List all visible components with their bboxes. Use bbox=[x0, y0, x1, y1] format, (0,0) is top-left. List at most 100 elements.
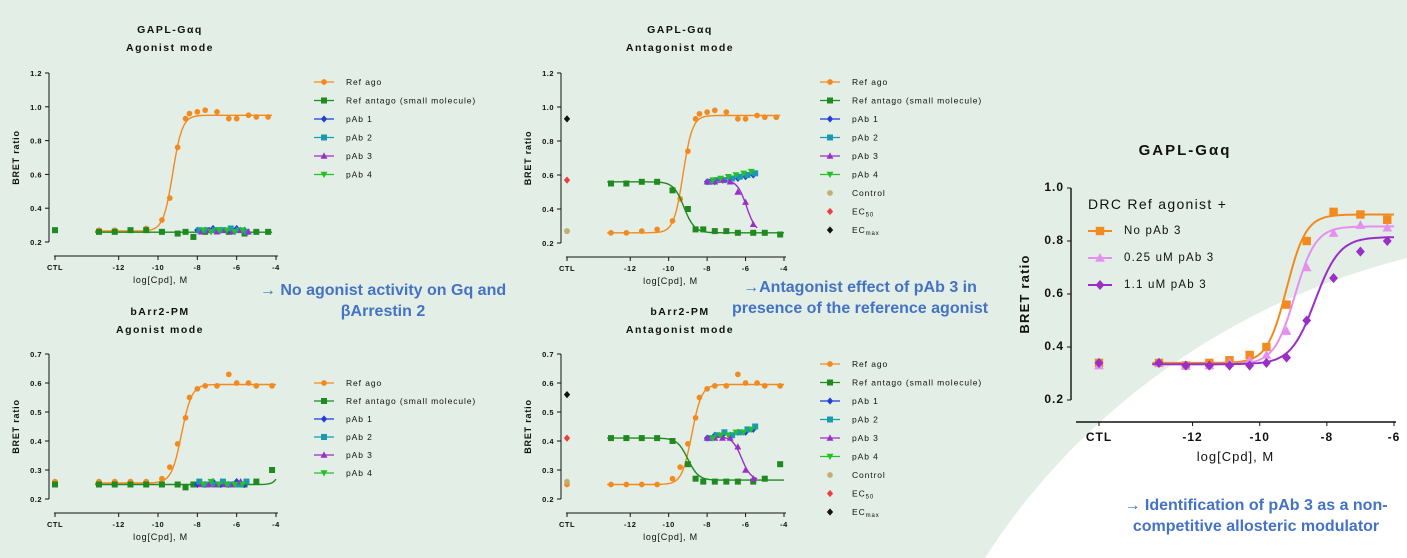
data-point bbox=[723, 228, 730, 235]
y-tick-label: 1.0 bbox=[542, 103, 554, 112]
data-point bbox=[623, 435, 630, 442]
data-point bbox=[623, 481, 630, 488]
y-tick-label: 0.8 bbox=[30, 137, 42, 146]
data-point bbox=[700, 478, 707, 485]
data-point bbox=[243, 478, 250, 485]
y-tick-label: 0.8 bbox=[1044, 233, 1064, 247]
y-tick-label: 0.2 bbox=[542, 239, 554, 248]
y-tick-label: 1.0 bbox=[30, 103, 42, 112]
x-tick-label: -6 bbox=[742, 264, 750, 273]
series-ref-ago bbox=[52, 107, 273, 234]
data-point bbox=[700, 226, 707, 233]
legend-label-main: EC bbox=[852, 489, 866, 499]
x-tick-label: -6 bbox=[233, 263, 241, 272]
data-point bbox=[233, 380, 240, 386]
legend-label: Ref ago bbox=[346, 378, 382, 388]
legend-label-subscript: 50 bbox=[866, 213, 874, 219]
data-point bbox=[724, 432, 732, 439]
legend-label: Ref ago bbox=[852, 359, 888, 369]
data-point bbox=[214, 383, 220, 389]
data-point bbox=[227, 225, 234, 232]
data-point bbox=[239, 227, 247, 234]
series-ecmax bbox=[563, 115, 571, 123]
data-point bbox=[740, 170, 748, 177]
data-point bbox=[1301, 262, 1312, 272]
y-tick-label: 0.6 bbox=[1044, 286, 1064, 300]
series-pab-3 bbox=[703, 434, 758, 482]
data-point bbox=[159, 217, 165, 223]
y-tick-label: 0.2 bbox=[30, 495, 42, 504]
data-point bbox=[692, 414, 699, 421]
note-antagonist: →Antagonist effect of pAb 3 in presence … bbox=[710, 277, 1010, 319]
legend-label-subscript: 50 bbox=[866, 495, 874, 501]
data-point bbox=[761, 475, 768, 482]
series-ec50 bbox=[563, 434, 571, 442]
x-tick-label: CTL bbox=[559, 520, 575, 529]
legend-label: 0.25 uM pAb 3 bbox=[1124, 252, 1214, 264]
data-point bbox=[1154, 357, 1164, 368]
y-tick-label: 0.6 bbox=[30, 170, 42, 179]
data-point bbox=[696, 110, 703, 117]
data-point bbox=[692, 475, 699, 482]
legend-marker bbox=[826, 434, 834, 441]
data-point bbox=[215, 227, 223, 234]
data-point bbox=[734, 443, 742, 450]
x-axis-label: log[Cpd], M bbox=[133, 275, 188, 285]
note-line: competitive allosteric modulator bbox=[1132, 518, 1380, 535]
legend-marker bbox=[320, 415, 328, 423]
chart-plot-area: 0.2 0.4 0.6 0.8 1.0 1.2 CTL -12 -10 -8 -6 -4 log[Cpd… bbox=[11, 69, 475, 285]
data-point bbox=[563, 391, 571, 399]
data-point bbox=[638, 435, 645, 442]
x-tick-label: -12 bbox=[1182, 430, 1202, 444]
data-point bbox=[750, 229, 757, 236]
x-tick-label: -12 bbox=[112, 263, 124, 272]
data-point bbox=[754, 112, 760, 119]
legend-label-main: EC bbox=[852, 225, 866, 235]
legend-label: pAb 1 bbox=[346, 114, 373, 124]
x-tick-label: -8 bbox=[1321, 430, 1334, 444]
legend-marker bbox=[320, 171, 328, 179]
data-point bbox=[669, 438, 676, 444]
y-tick-label: 0.6 bbox=[542, 171, 554, 180]
legend: Ref ago Ref antago (small molecule) pAb 1 p… bbox=[314, 378, 475, 478]
x-tick-label: -10 bbox=[662, 520, 674, 529]
chart-title: bArr2-PM bbox=[130, 306, 190, 318]
data-point bbox=[231, 481, 239, 489]
data-point bbox=[692, 116, 699, 122]
legend-marker bbox=[827, 97, 833, 104]
legend-marker bbox=[826, 508, 834, 516]
note-no-agonist: → No agonist activity on Gq and βArresti… bbox=[238, 280, 528, 322]
data-point bbox=[723, 109, 730, 115]
data-point bbox=[52, 227, 58, 234]
data-point bbox=[732, 429, 740, 436]
data-point bbox=[233, 115, 240, 122]
data-point bbox=[212, 227, 219, 234]
legend: Ref ago Ref antago (small molecule) pAb 1 p… bbox=[820, 359, 981, 519]
data-point bbox=[564, 478, 570, 485]
data-point bbox=[196, 227, 203, 234]
y-axis-label: BRET ratio bbox=[11, 399, 21, 454]
data-point bbox=[777, 383, 784, 389]
chart-gq-allosteric-svg: 0.2 0.4 0.6 0.8 1.0 CTL -12 -10 -8 -6 log[Cpd], M B… bbox=[1017, 180, 1399, 464]
data-point bbox=[223, 481, 231, 489]
fit-curve bbox=[95, 383, 276, 484]
y-tick-label: 0.2 bbox=[542, 495, 554, 504]
data-point bbox=[669, 475, 676, 482]
data-point bbox=[253, 478, 260, 485]
chart-barr-agonist-svg: 0.2 0.3 0.4 0.5 0.6 0.7 CTL -12 -10 -8 -6 -4 log[Cpd… bbox=[11, 350, 475, 542]
x-tick-label: -10 bbox=[662, 264, 674, 273]
y-tick-label: 0.6 bbox=[542, 379, 554, 388]
legend-marker bbox=[826, 226, 834, 234]
data-point bbox=[158, 481, 165, 488]
data-point bbox=[1245, 350, 1254, 360]
chart-gq-antagonist-svg: 0.2 0.4 0.6 0.8 1.0 1.2 CTL -12 -10 -8 -6 -4 log[Cpd… bbox=[523, 69, 981, 286]
legend-label: pAb 2 bbox=[852, 415, 879, 425]
data-point bbox=[1329, 207, 1338, 217]
data-point bbox=[744, 172, 751, 178]
data-point bbox=[726, 178, 734, 185]
data-point bbox=[696, 394, 703, 401]
series-control bbox=[564, 228, 570, 234]
x-axis-label: log[Cpd], M bbox=[643, 532, 698, 542]
legend-marker bbox=[320, 115, 328, 123]
data-point bbox=[1225, 360, 1234, 371]
